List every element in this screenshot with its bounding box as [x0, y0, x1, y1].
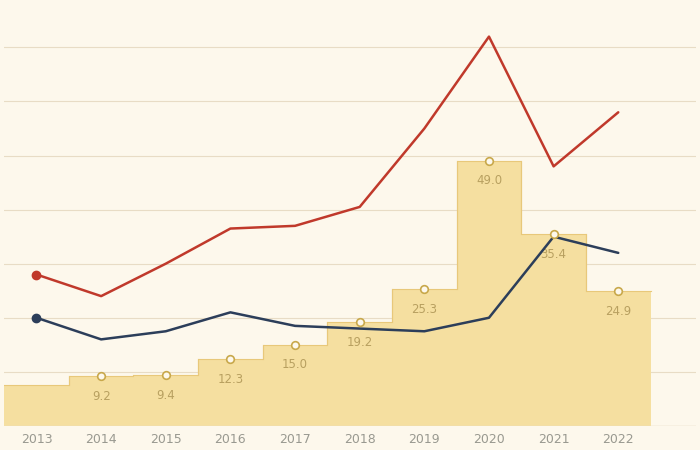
Bar — [134, 375, 198, 426]
Bar — [392, 289, 456, 426]
Bar — [586, 291, 650, 426]
Text: 12.3: 12.3 — [218, 373, 244, 386]
Text: 15.0: 15.0 — [282, 358, 308, 371]
Text: 19.2: 19.2 — [346, 336, 373, 349]
Bar — [522, 234, 586, 426]
Text: 9.4: 9.4 — [156, 389, 175, 401]
Bar — [4, 385, 69, 426]
Text: 9.2: 9.2 — [92, 390, 111, 403]
Bar — [69, 376, 134, 426]
Text: 25.3: 25.3 — [412, 302, 438, 315]
Text: 24.9: 24.9 — [605, 305, 631, 318]
Bar — [328, 322, 392, 426]
Bar — [456, 161, 522, 426]
Bar — [198, 360, 262, 426]
Text: 49.0: 49.0 — [476, 175, 502, 188]
Text: 35.4: 35.4 — [540, 248, 566, 261]
Bar — [262, 345, 328, 426]
